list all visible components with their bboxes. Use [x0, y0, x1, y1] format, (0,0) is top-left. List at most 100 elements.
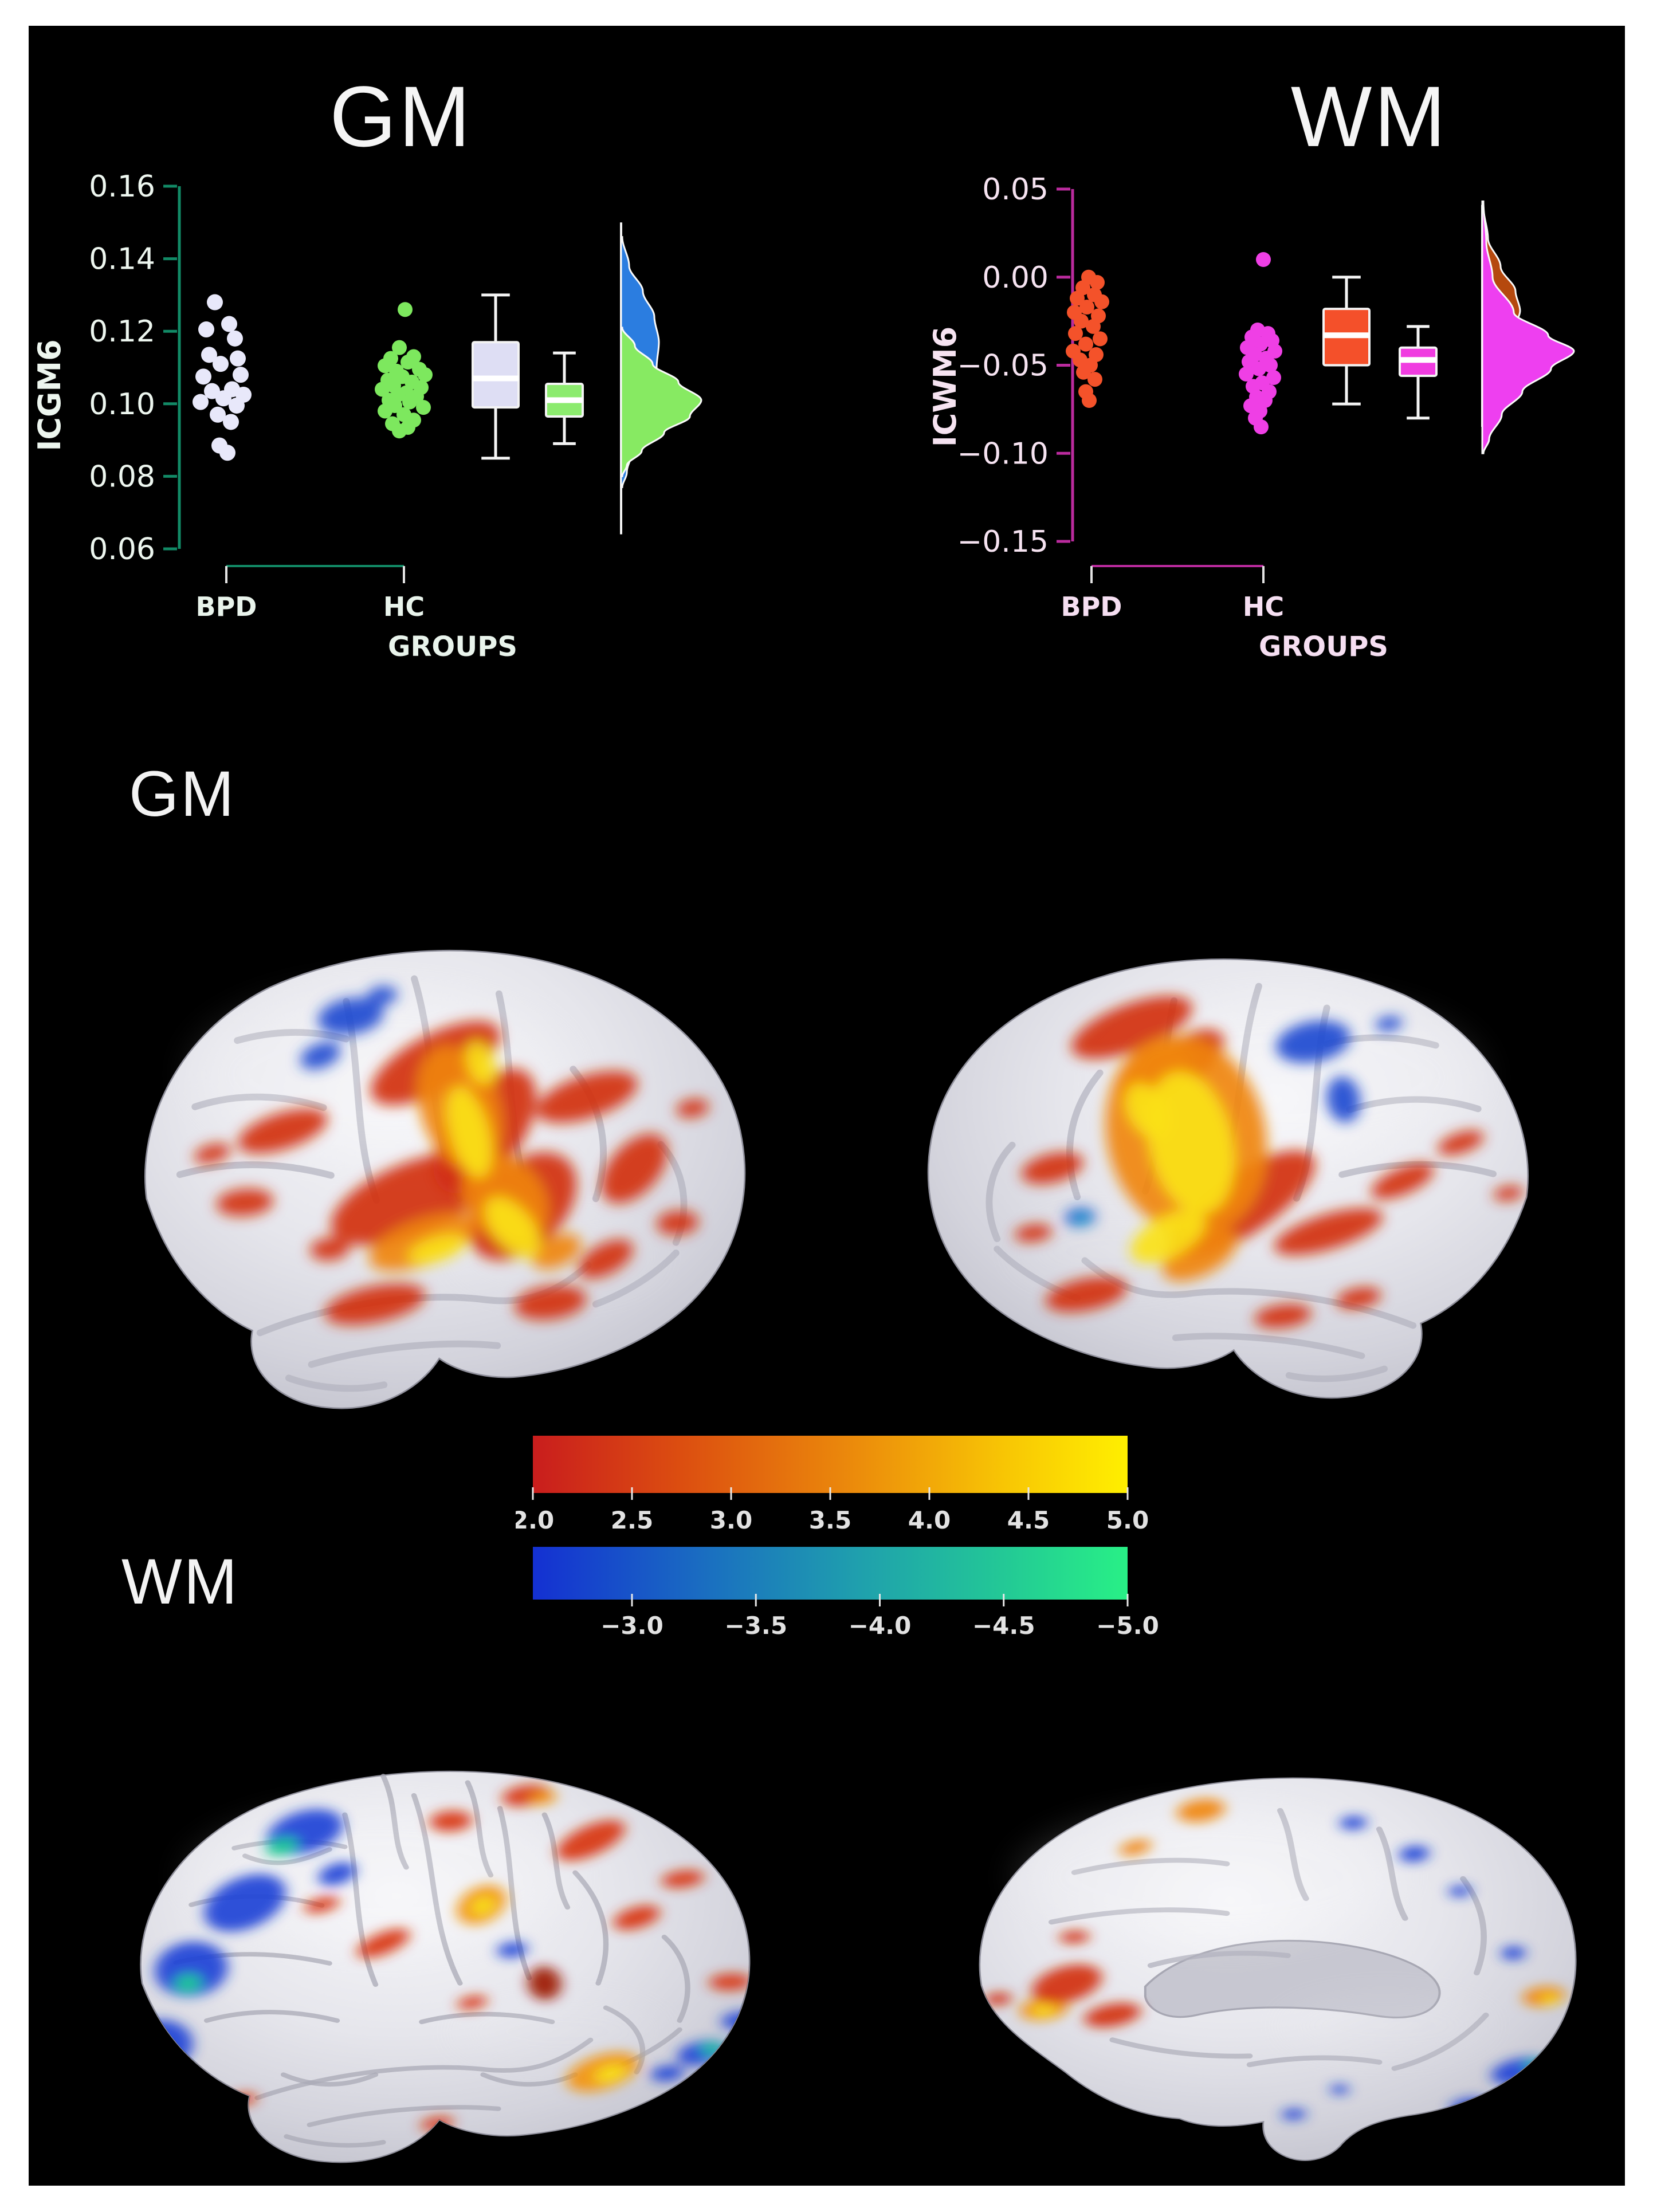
y-tick-label: 0.00	[982, 261, 1049, 295]
y-tick-label: −0.15	[957, 525, 1049, 559]
activation-patch	[1130, 1210, 1206, 1263]
gloss-highlight	[1019, 1808, 1401, 1945]
sulcus-line	[1109, 2037, 1253, 2059]
gloss-highlight	[1278, 1991, 1492, 2060]
gm-left-hemisphere-brain-render	[144, 949, 746, 1409]
y-tick-label: 0.08	[89, 459, 155, 494]
box	[472, 341, 520, 409]
sulcus-line	[284, 2134, 386, 2148]
median-line	[546, 397, 583, 403]
wm-medial-brain-render	[979, 1777, 1577, 2161]
activation-patch	[237, 1108, 328, 1154]
activation-patch	[1125, 1083, 1168, 1138]
y-tick-label: 0.12	[89, 315, 155, 349]
activation-patch	[529, 1791, 557, 1805]
gm-section-title: GM	[129, 758, 236, 830]
activation-patch	[367, 986, 398, 1005]
activation-patch	[318, 1862, 356, 1886]
x-axis-label: GROUPS	[388, 631, 517, 663]
scatter-point	[416, 400, 431, 415]
activation-patch	[1084, 2002, 1141, 2028]
activation-patch	[1021, 1152, 1083, 1184]
scatter-point	[401, 355, 415, 370]
tstat-colorbar: 2.0 2.5 3.0 3.5 4.0 4.5 5.0 −3.0 −3.5 −4.0 −4.5 −5.…	[516, 1436, 1159, 1640]
colorbar-tick-label: −4.5	[972, 1612, 1035, 1640]
y-tick-label: 0.05	[982, 172, 1049, 207]
scatter-point	[1093, 331, 1108, 347]
group-label: HC	[1243, 591, 1284, 622]
scatter-point	[378, 358, 392, 374]
activation-patch	[1162, 1228, 1238, 1282]
activation-overlay	[194, 986, 709, 1325]
x-axis-label: GROUPS	[1259, 631, 1388, 663]
activation-patch	[556, 1820, 625, 1861]
scatter-point	[233, 367, 249, 383]
scatter-point	[398, 302, 413, 317]
plot-title: GM	[329, 68, 473, 164]
activation-patch	[1119, 1840, 1152, 1856]
scatter-point	[204, 383, 220, 399]
activation-patch	[408, 1234, 466, 1264]
activation-patch	[216, 1188, 274, 1216]
y-tick-label: −0.10	[957, 437, 1049, 471]
activation-patch	[155, 1942, 228, 1997]
activation-patch	[174, 1974, 202, 1993]
group-label: BPD	[1061, 591, 1122, 622]
activation-patch	[1059, 1930, 1090, 1943]
scatter-point	[1086, 319, 1101, 334]
activation-patch	[594, 2065, 627, 2082]
colorbar-cool-bar	[533, 1547, 1128, 1600]
scatter-point	[213, 356, 229, 372]
colorbar-tick-label: 3.0	[710, 1506, 752, 1534]
sulcus-line	[285, 1374, 388, 1392]
scatter-point	[201, 347, 217, 363]
colorbar-tick-label: 4.5	[1007, 1506, 1050, 1534]
group-label: BPD	[196, 591, 257, 622]
activation-patch	[265, 1837, 299, 1856]
activation-patch	[1014, 1224, 1053, 1242]
activation-patch	[1448, 1885, 1472, 1897]
activation-patch	[1274, 1208, 1383, 1255]
scatter-series-BPD	[193, 294, 252, 461]
activation-patch	[1074, 1213, 1090, 1224]
scatter-point	[1251, 361, 1266, 376]
boxplot-BPD	[472, 293, 520, 460]
activation-patch	[709, 1973, 750, 1991]
median-line	[1400, 357, 1436, 363]
activation-patch	[1177, 1798, 1225, 1822]
activation-patch	[304, 1896, 340, 1914]
sulcus-line	[308, 1340, 501, 1368]
sulcus-line	[1285, 1365, 1388, 1382]
scatter-series-HC	[375, 302, 433, 439]
sulcus-line	[203, 2010, 340, 2023]
activation-patch	[457, 1995, 488, 2010]
activation-patch	[1375, 1016, 1403, 1031]
activation-patch	[300, 1042, 341, 1070]
sulcus-line	[1172, 1333, 1365, 1360]
gm-raincloud-chart: GM 0.16 0.14 0.12 0.10 0.08 0.06 ICGM6 BPD HC GROU…	[34, 68, 702, 663]
median-line	[473, 375, 519, 382]
activation-patch	[514, 1285, 587, 1320]
activation-patch	[1326, 1076, 1361, 1123]
scatter-point	[1082, 393, 1097, 408]
activation-overlay	[1014, 996, 1524, 1329]
scatter-point	[1078, 336, 1093, 352]
scatter-point	[1263, 357, 1278, 373]
sulcus-line	[1147, 1950, 1291, 1969]
y-axis-label: ICGM6	[34, 339, 68, 451]
activation-patch	[140, 2050, 159, 2071]
scatter-point	[227, 330, 243, 347]
brain-surface	[979, 1777, 1577, 2161]
colorbar-tick-label: 3.5	[809, 1506, 851, 1534]
gloss-highlight	[450, 1996, 666, 2067]
activation-patch	[429, 1810, 473, 1832]
scatter-point	[402, 394, 417, 410]
scatter-point	[219, 445, 235, 461]
colorbar-tick-label: 5.0	[1106, 1506, 1149, 1534]
activation-patch	[650, 2065, 684, 2081]
wm-section-title: WM	[121, 1546, 239, 1617]
activation-patch	[356, 1928, 410, 1958]
activation-patch	[204, 1874, 286, 1932]
colorbar-tick-label: −3.5	[724, 1612, 787, 1640]
